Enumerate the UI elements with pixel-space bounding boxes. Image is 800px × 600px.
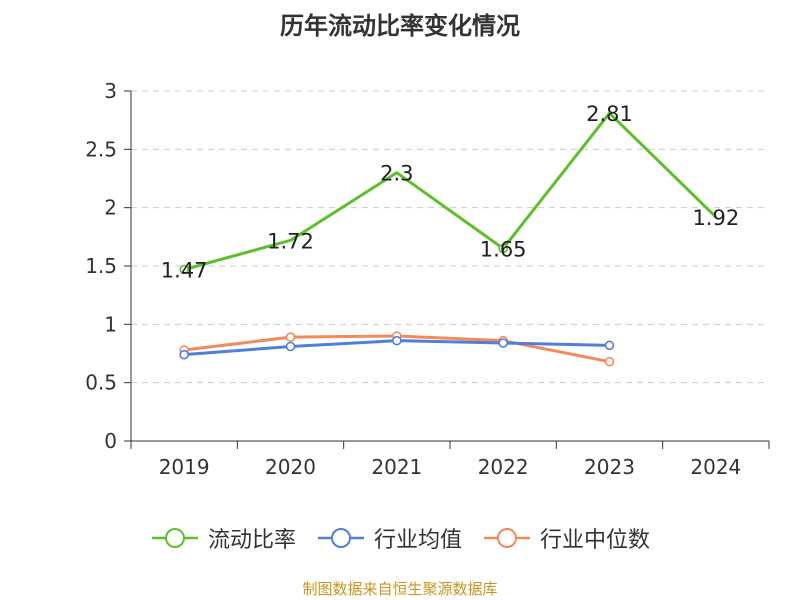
y-tick-label: 0 (104, 429, 117, 453)
y-tick-label: 1 (104, 312, 117, 336)
legend: 流动比率 行业均值 行业中位数 (0, 518, 800, 558)
data-point (604, 356, 615, 367)
data-label: 1.65 (480, 238, 527, 262)
legend-label: 行业均值 (373, 528, 462, 553)
legend-marker-icon (151, 528, 198, 548)
y-tick-label: 2.5 (85, 137, 117, 161)
data-point (604, 340, 615, 351)
grid-lines (131, 90, 769, 384)
data-point (179, 349, 189, 360)
data-label: 2.3 (380, 162, 413, 186)
data-point (285, 332, 296, 342)
series-line (183, 111, 717, 271)
legend-marker-icon (317, 528, 364, 548)
data-label: 2.81 (586, 102, 633, 126)
chart-title: 历年流动比率变化情况 (280, 12, 520, 40)
legend-item[interactable]: 流动比率 (150, 522, 296, 554)
x-tick-label: 2023 (584, 455, 635, 479)
data-point (498, 243, 508, 254)
legend-item[interactable]: 行业均值 (316, 522, 462, 554)
y-tick-label: 3 (104, 79, 117, 103)
y-tick-label: 0.5 (85, 371, 117, 395)
source-note: 制图数据来自恒生聚源数据库 (302, 580, 498, 598)
data-point (392, 335, 402, 346)
legend-item[interactable]: 行业中位数 (482, 522, 650, 554)
data-label: 1.47 (161, 259, 208, 283)
data-point (285, 341, 296, 352)
legend-label: 行业中位数 (540, 528, 651, 553)
data-point (498, 338, 508, 348)
x-tick-label: 2021 (371, 455, 422, 479)
series-lines (179, 111, 717, 367)
x-tick-label: 2019 (159, 455, 210, 479)
x-tick-label: 2022 (478, 455, 529, 479)
data-point (179, 264, 189, 275)
legend-label: 流动比率 (207, 528, 296, 553)
x-tick-label: 2020 (265, 455, 316, 479)
y-tick-label: 2 (104, 196, 117, 220)
data-labels: 1.47 1.72 2.3 1.65 2.81 1.92 (161, 102, 739, 282)
axes: 0 0.5 1 1.5 2 2.5 3 2019 2020 2021 2022 2023 2024 (85, 79, 770, 479)
data-label: 1.92 (692, 206, 739, 230)
data-label: 1.72 (267, 229, 314, 253)
y-tick-label: 1.5 (85, 254, 117, 278)
legend-marker-icon (484, 528, 530, 548)
x-tick-label: 2024 (690, 455, 741, 479)
